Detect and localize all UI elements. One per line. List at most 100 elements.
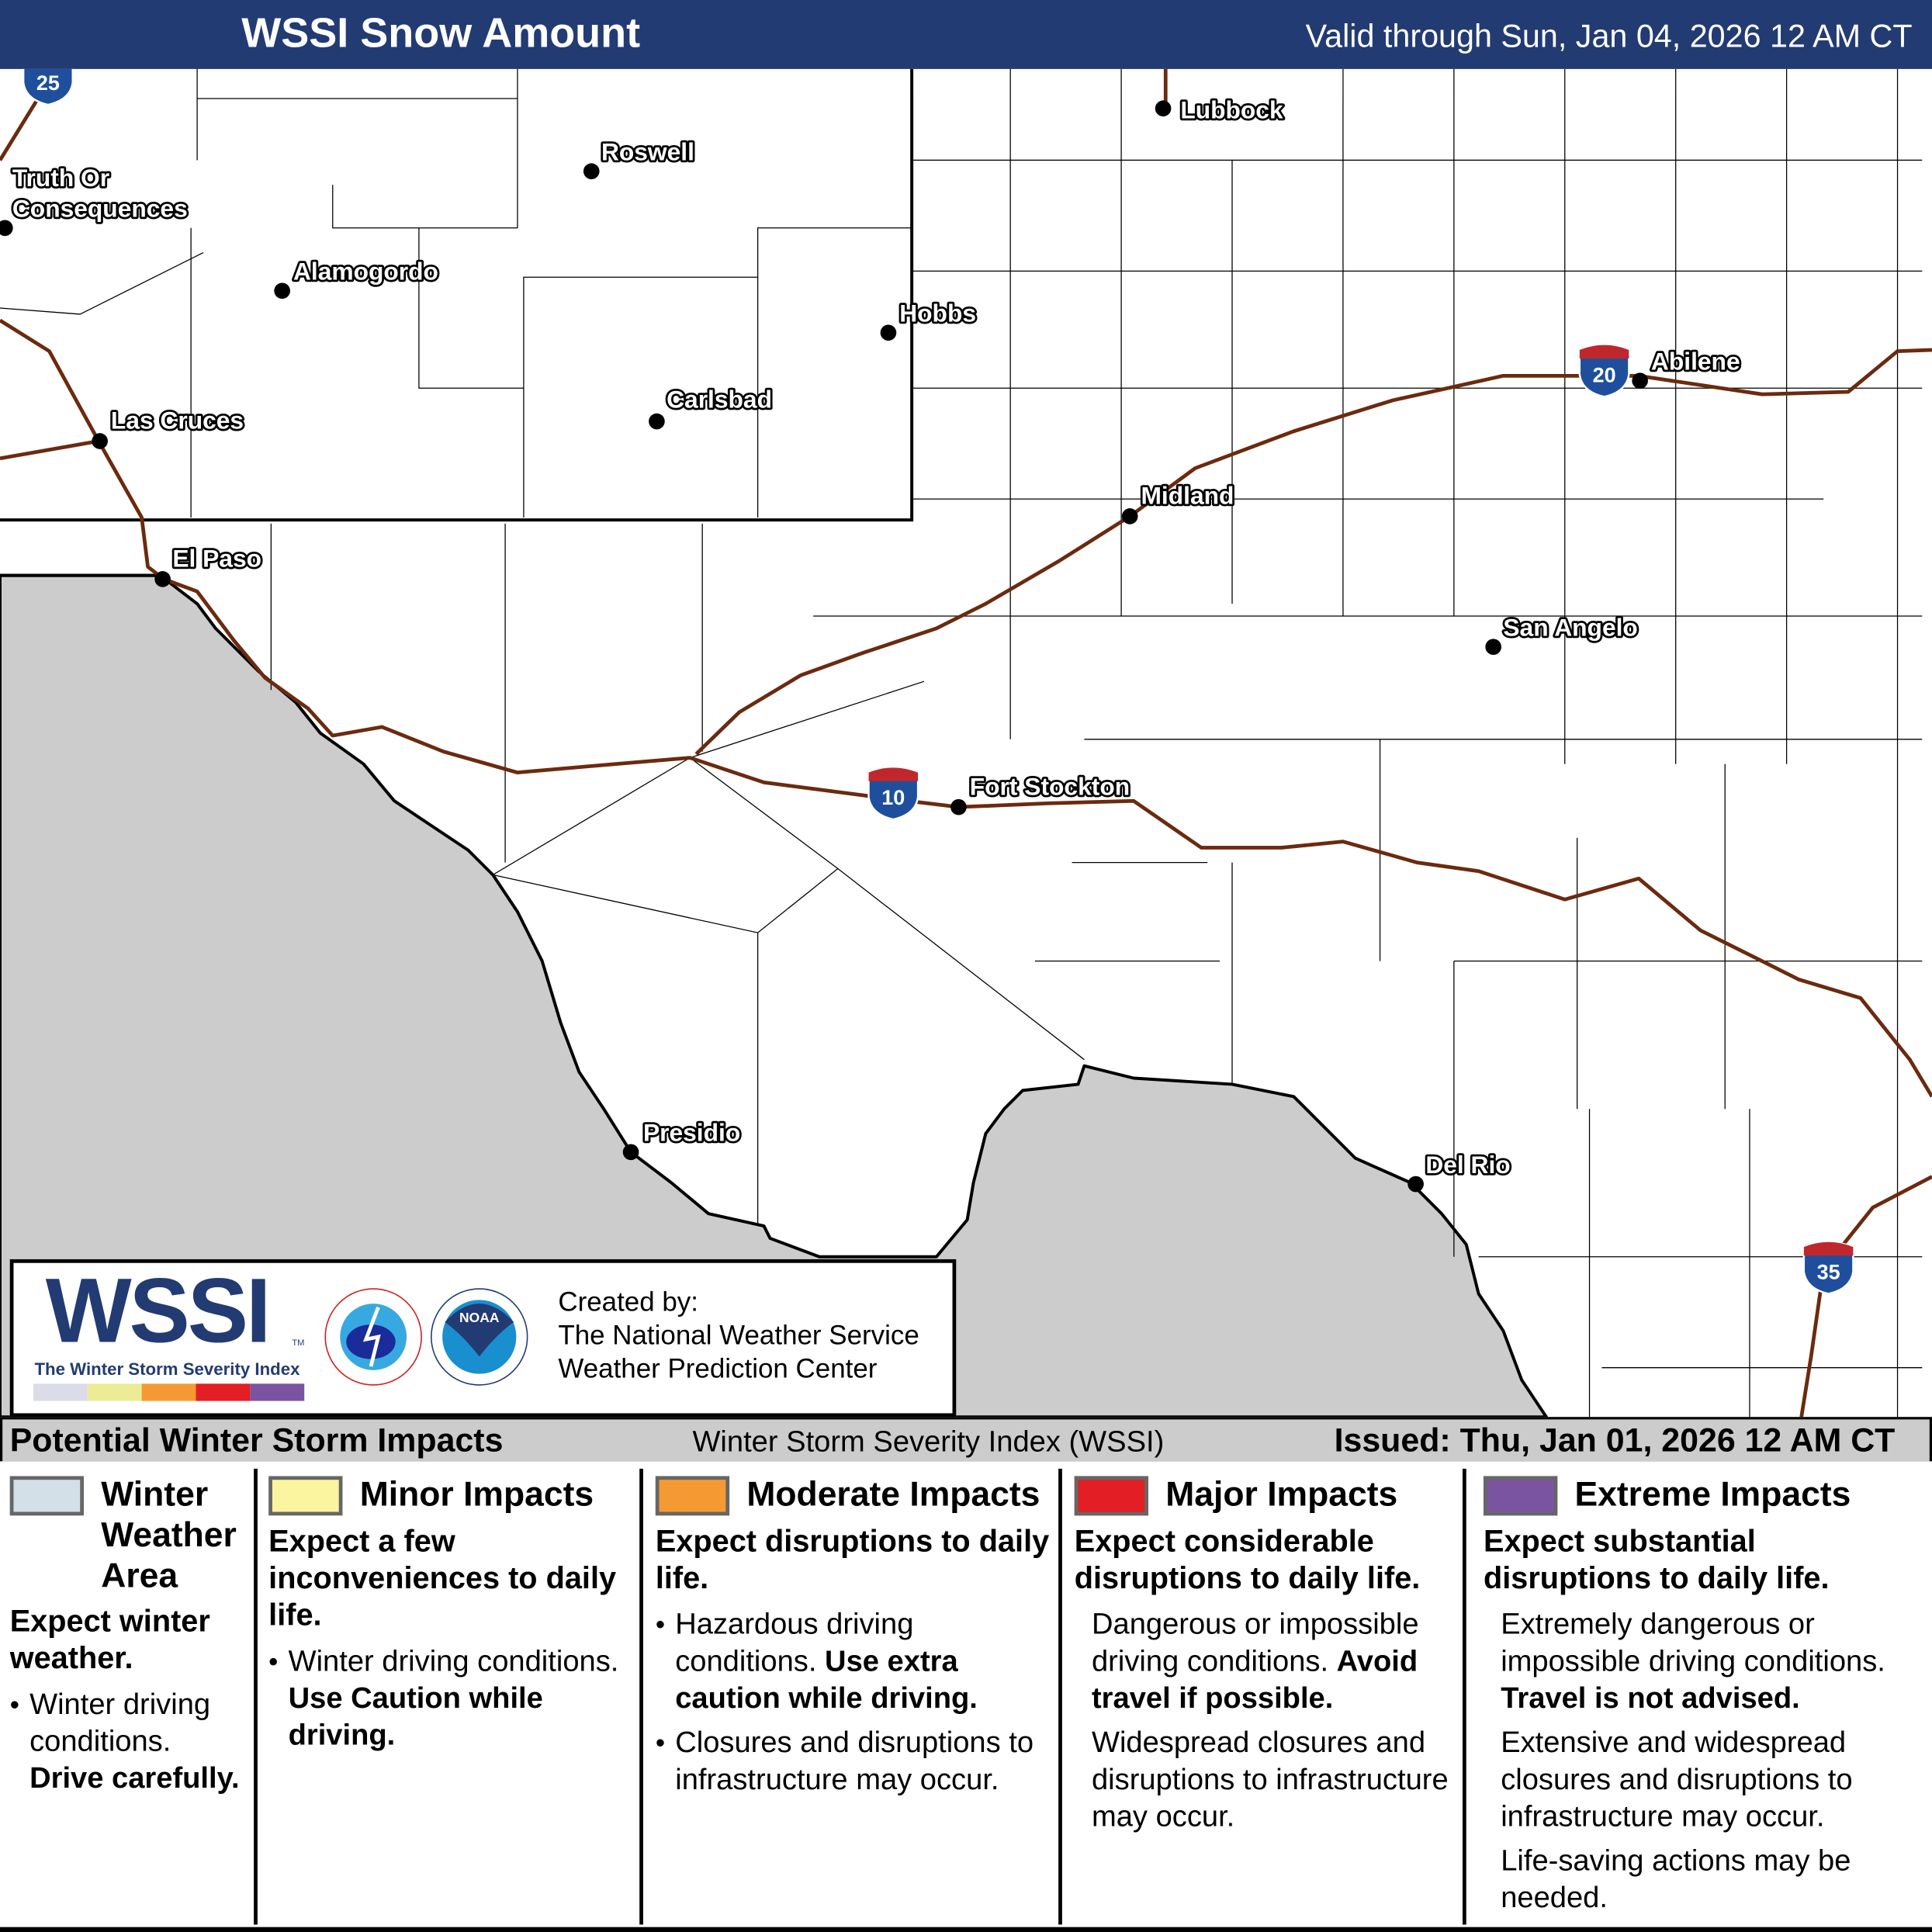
level-detail-block: Dangerous or impossible driving conditio… — [1075, 1607, 1456, 1718]
level-expectation: Expect considerable disruptions to daily… — [1074, 1524, 1421, 1596]
issued-time: Issued: Thu, Jan 01, 2026 12 AM CT — [1334, 1421, 1896, 1459]
city-label: Alamogordo — [293, 257, 438, 285]
color-swatch — [9, 1476, 84, 1516]
map-title: WSSI Snow Amount — [241, 9, 641, 57]
city-label: Carlsbad — [667, 386, 772, 414]
wssi-tagline: The Winter Storm Severity Index — [34, 1359, 300, 1379]
created-by-label: Created by: — [558, 1286, 698, 1317]
credits-box: WSSI TM The Winter Storm Severity Index … — [9, 1259, 957, 1418]
city-label: Abilene — [1651, 347, 1740, 375]
wssi-logo: WSSI — [45, 1259, 272, 1362]
org-nws: The National Weather Service — [558, 1319, 919, 1351]
city-dot — [1632, 372, 1648, 390]
city-dot — [1155, 100, 1172, 117]
noaa-seal-text: NOAA — [459, 1310, 500, 1325]
city-label: Fort Stockton — [970, 772, 1130, 800]
legend-moderate-impacts: Moderate Impacts Expect disruptions to d… — [646, 1461, 1057, 1927]
org-wpc: Weather Prediction Center — [558, 1352, 878, 1384]
scale-segment — [141, 1383, 196, 1401]
level-action: Avoid travel if possible. — [1091, 1644, 1418, 1716]
mexico-area — [0, 573, 1548, 1418]
level-action: Use extra caution while driving. — [675, 1644, 978, 1716]
scale-segment — [196, 1383, 251, 1401]
color-swatch — [268, 1476, 343, 1516]
impact-legend: Winter Weather Area Expect winter weathe… — [0, 1461, 1932, 1927]
city-dot — [92, 433, 108, 449]
legend-minor-impacts: Minor Impacts Expect a few inconvenience… — [258, 1461, 638, 1927]
city-dot — [1407, 1175, 1424, 1193]
state-boundaries — [0, 68, 914, 577]
interstate-shields: 25 20 10 35 — [22, 68, 1854, 1295]
city-dot — [154, 571, 171, 587]
city-label: Lubbock — [1180, 95, 1283, 123]
shield-number: 10 — [881, 786, 905, 809]
interstate-shield-icon: 20 — [1578, 344, 1630, 398]
agency-seals: NOAA — [324, 1288, 528, 1386]
nws-seal-icon — [324, 1288, 422, 1386]
city-label: Hobbs — [899, 299, 976, 327]
city-label: Las Cruces — [111, 407, 244, 435]
city-dot — [1485, 639, 1501, 656]
level-name: Extreme Impacts — [1574, 1474, 1851, 1514]
index-name: Winter Storm Severity Index (WSSI) — [692, 1425, 1165, 1459]
color-swatch — [655, 1476, 730, 1516]
legend-title-bar: Potential Winter Storm Impacts Winter St… — [0, 1417, 1932, 1464]
scale-segment — [250, 1383, 305, 1401]
city-dot — [880, 324, 897, 341]
level-detail-block: Winter driving conditions. Drive careful… — [10, 1687, 251, 1798]
credits-text: Created by: The National Weather Service… — [558, 1285, 919, 1385]
legend-winter-weather-area: Winter Weather Area Expect winter weathe… — [0, 1461, 254, 1927]
valid-time: Valid through Sun, Jan 04, 2026 12 AM CT — [1305, 17, 1913, 54]
severity-color-scale — [33, 1383, 305, 1401]
interstate-shield-icon: 10 — [867, 767, 919, 821]
legend-extreme-impacts: Extreme Impacts Expect substantial disru… — [1469, 1461, 1932, 1927]
level-detail: Extremely dangerous or impossible drivin… — [1501, 1608, 1885, 1678]
level-detail: Winter driving conditions. — [288, 1644, 619, 1678]
city-dot — [1121, 508, 1138, 525]
trademark: TM — [292, 1339, 305, 1349]
color-swatch — [1074, 1476, 1149, 1516]
level-name: Major Impacts — [1165, 1474, 1398, 1514]
noaa-seal-icon: NOAA — [431, 1288, 528, 1386]
level-detail: Hazardous driving conditions. — [675, 1608, 914, 1678]
city-label: Truth Or — [12, 164, 109, 192]
city-label: San Angelo — [1503, 613, 1637, 641]
city-dot — [583, 163, 600, 180]
level-expectation: Expect disruptions to daily life. — [655, 1524, 1050, 1596]
city-label: Presidio — [643, 1118, 740, 1146]
level-detail-block: Winter driving conditions. Use Caution w… — [268, 1643, 633, 1754]
county-boundaries — [0, 68, 1923, 1418]
city-label: El Paso — [172, 544, 261, 572]
level-expectation: Expect winter weather. — [9, 1604, 210, 1676]
level-detail: Winter driving conditions. — [29, 1688, 211, 1759]
city-label: Del Rio — [1425, 1151, 1510, 1179]
level-action: Drive carefully. — [29, 1761, 240, 1795]
city-label: Consequences — [12, 194, 188, 222]
interstate-shield-icon: 25 — [22, 68, 74, 106]
level-detail-block: Hazardous driving conditions. Use extra … — [656, 1607, 1052, 1718]
city-dot — [0, 220, 13, 237]
city-dot — [622, 1144, 639, 1161]
legend-major-impacts: Major Impacts Expect considerable disrup… — [1065, 1461, 1461, 1927]
scale-segment — [87, 1383, 142, 1401]
level-name: Minor Impacts — [359, 1474, 594, 1514]
header-bar: WSSI Snow Amount Valid through Sun, Jan … — [0, 0, 1932, 69]
level-name: Moderate Impacts — [746, 1474, 1040, 1514]
city-dot — [649, 413, 665, 430]
color-swatch — [1483, 1476, 1558, 1516]
impacts-heading: Potential Winter Storm Impacts — [9, 1421, 504, 1459]
level-detail-2: Closures and disruptions to infrastructu… — [656, 1725, 1052, 1799]
shield-number: 35 — [1817, 1260, 1840, 1283]
city-dot — [274, 282, 290, 299]
level-detail-2: Widespread closures and disruptions to i… — [1091, 1726, 1449, 1833]
scale-segment — [33, 1383, 88, 1401]
level-detail: Dangerous or impossible driving conditio… — [1091, 1608, 1419, 1678]
level-action: Travel is not advised. — [1501, 1681, 1800, 1716]
level-name: Winter Weather Area — [101, 1474, 237, 1594]
level-detail-3: Life-saving actions may be needed. — [1501, 1844, 1851, 1915]
city-label: Roswell — [601, 137, 694, 165]
city-dot — [950, 798, 967, 815]
